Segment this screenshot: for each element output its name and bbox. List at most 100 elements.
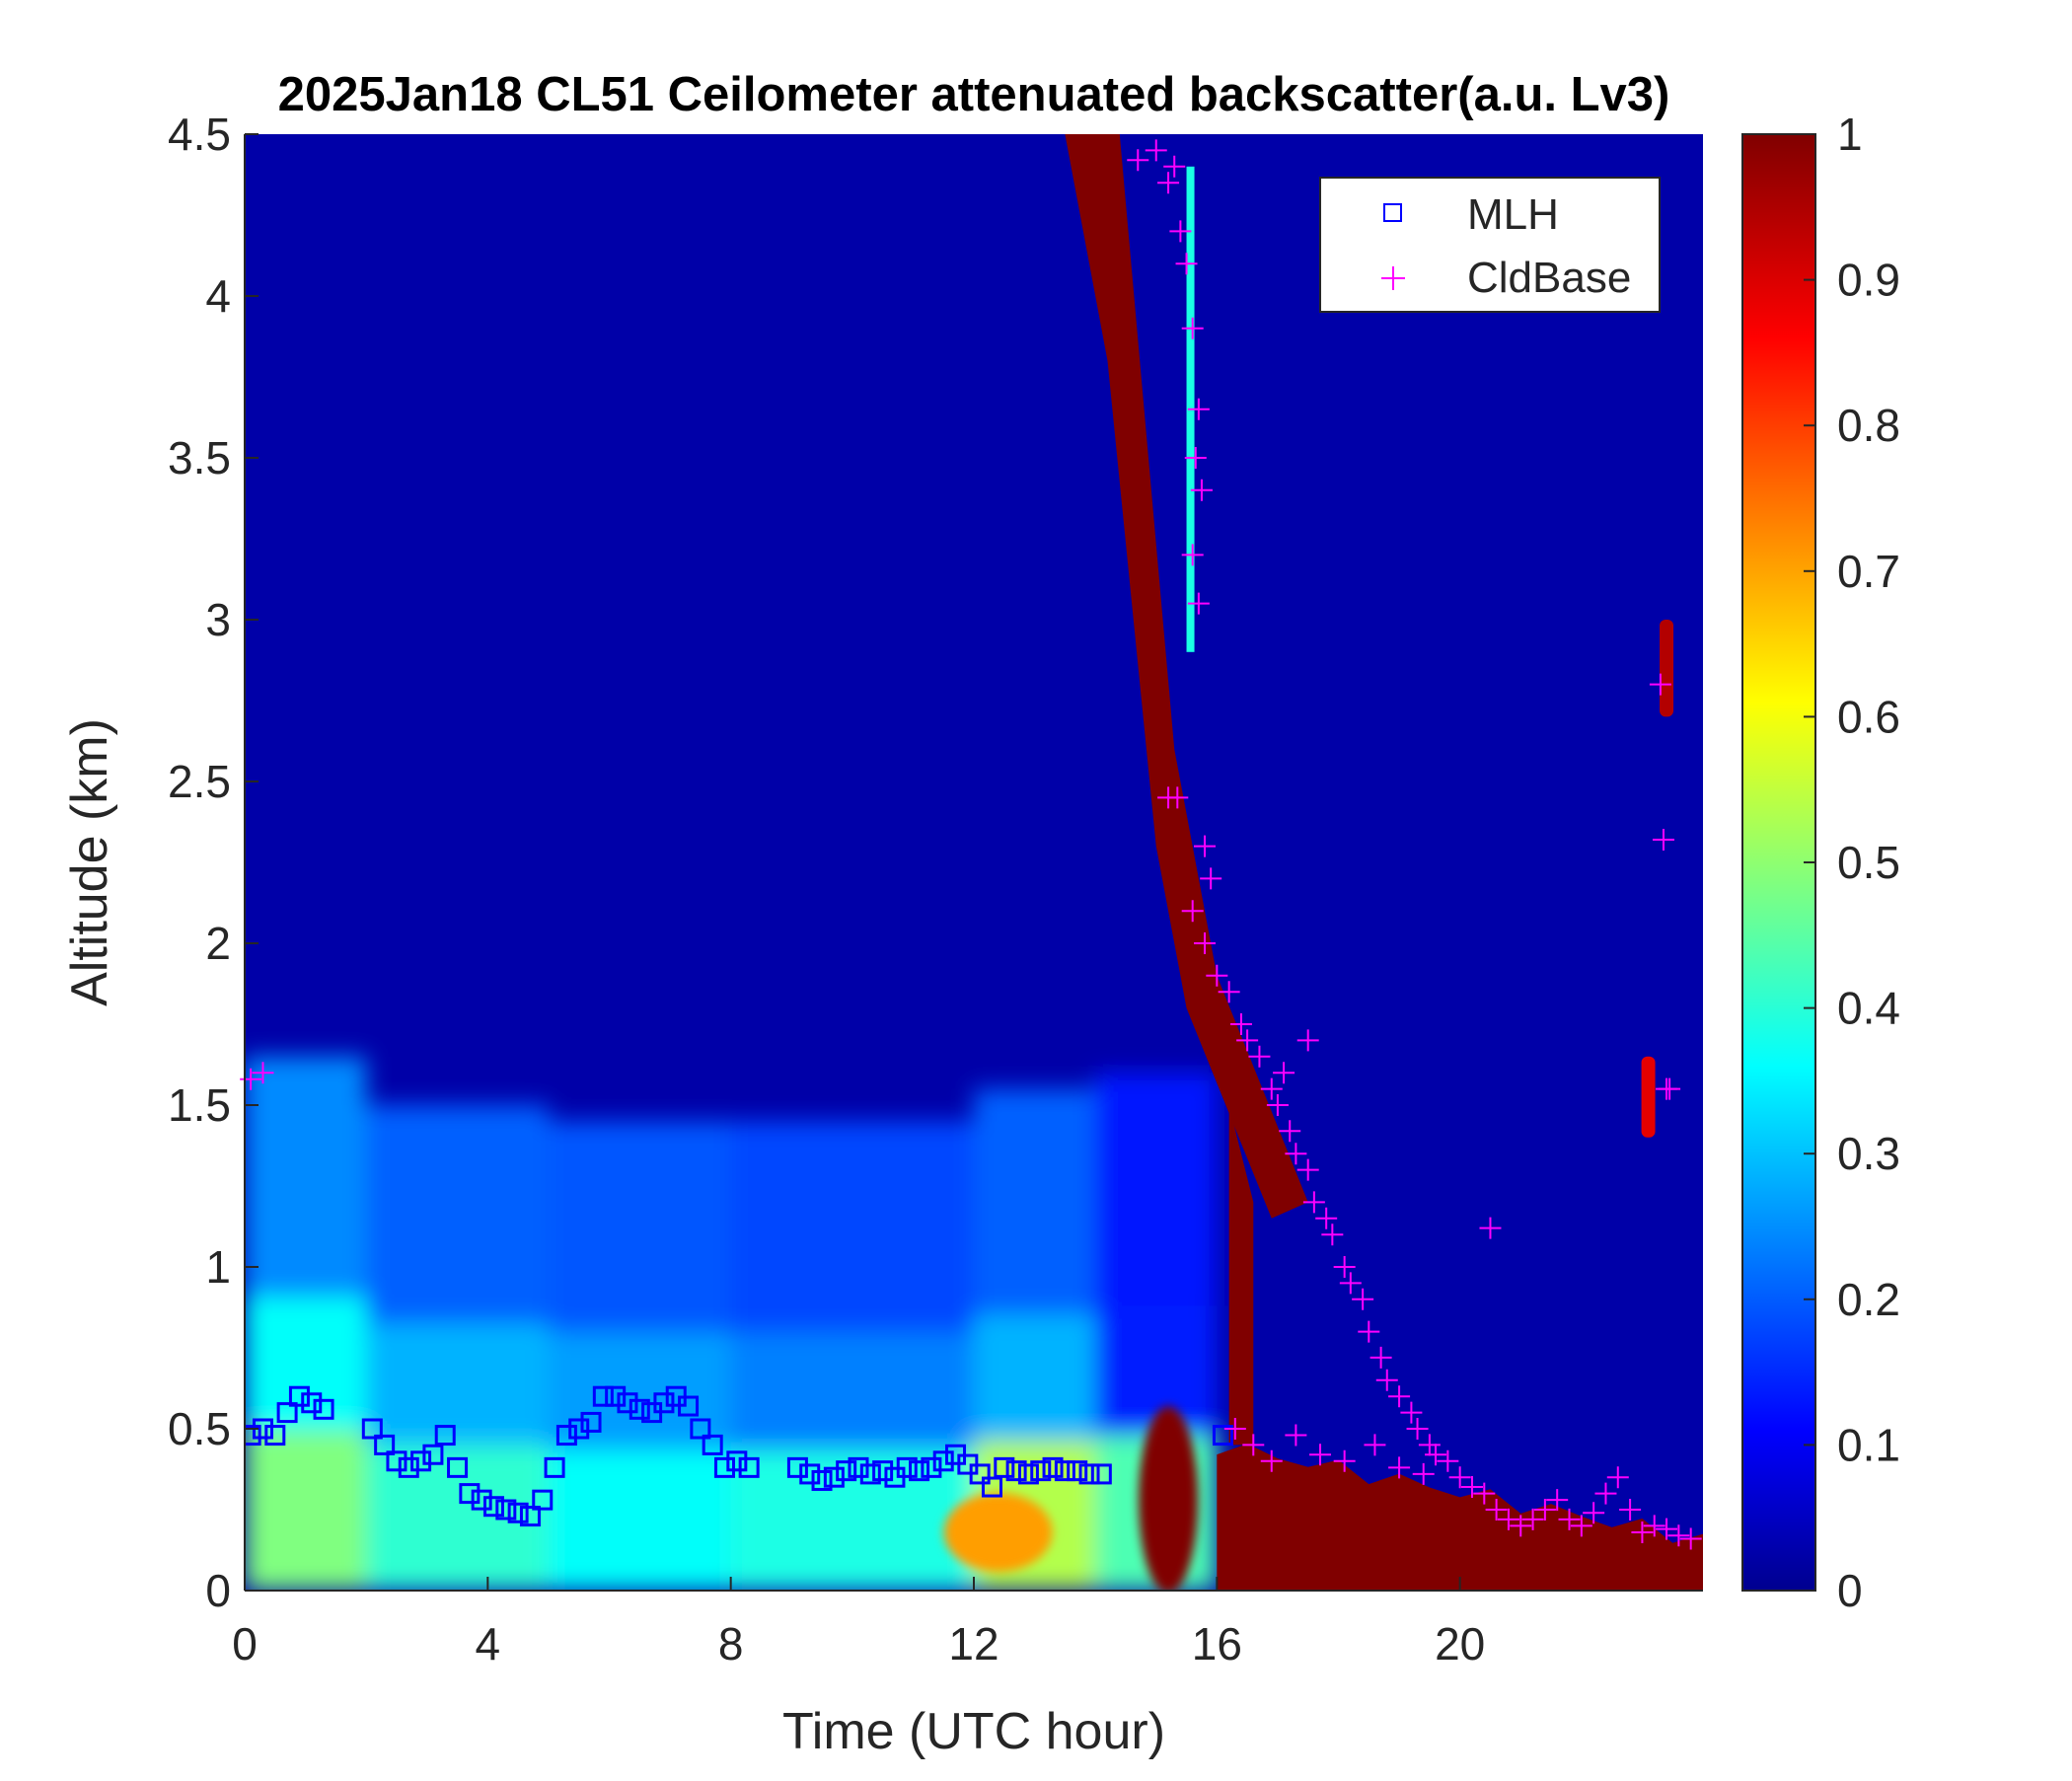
cldbase-point-66 [1652,829,1674,852]
mlh-point-46 [872,1460,894,1482]
cloud-features [943,134,1703,1591]
cldbase-point-23 [1236,1029,1259,1052]
mlh-point-25 [580,1411,602,1433]
mlh-point-22 [544,1456,565,1478]
boundary-layer-upper-2 [548,1121,731,1333]
mlh-point-21 [532,1489,554,1511]
y-tick-label-9: 4.5 [168,109,231,160]
mlh-point-48 [896,1456,918,1478]
mlh-point-45 [859,1463,881,1485]
y-tick-label-4: 2 [205,918,231,969]
cldbase-point-49 [1497,1508,1519,1530]
mlh-series [245,1385,1233,1527]
mlh-point-17 [482,1496,504,1518]
x-tick-label-4: 16 [1192,1618,1242,1670]
cldbase-point-36 [1358,1320,1380,1343]
boundary-layer-upper-5 [1095,1073,1218,1306]
mlh-point-37 [726,1450,748,1472]
boundary-layer-upper-4 [974,1088,1096,1315]
legend-mlh-label: MLH [1467,190,1559,239]
mlh-point-50 [921,1456,942,1478]
boundary-layer-low-0 [245,1430,367,1591]
y-tick-label-8: 4 [205,270,231,322]
cldbase-point-24 [1248,1045,1271,1068]
mlh-point-59 [1030,1460,1052,1482]
mlh-point-61 [1054,1460,1075,1482]
mlh-point-41 [811,1469,833,1491]
y-axis-ticks: 0 0.5 1 1.5 2 2.5 3 3.5 4 4.5 [168,109,259,1616]
backscatter-heatmap [245,134,1703,1591]
y-tick-label-7: 3.5 [168,432,231,483]
cldbase-point-18 [1181,900,1204,923]
surface-maximum-15h-blob [1139,1406,1199,1591]
x-tick-label-5: 20 [1435,1618,1485,1670]
mlh-point-18 [495,1499,517,1521]
colorbar: 0 0.1 0.2 0.3 0.4 0.5 0.6 0.7 0.8 0.9 1 [1741,109,1900,1616]
cldbase-point-65 [1649,673,1671,696]
mlh-point-60 [1042,1456,1064,1478]
cldbase-point-4 [1157,172,1180,194]
mlh-point-24 [568,1418,590,1440]
colorbar-tick-label-0: 0 [1837,1565,1863,1616]
boundary-layer-field [245,1056,1218,1591]
cldbase-point-74 [1333,1449,1356,1472]
cldbase-point-62 [1656,1518,1678,1540]
surface-maximum-12h-blob [943,1492,1053,1572]
cldbase-point-12 [1181,544,1204,566]
colorbar-tick-label-5: 0.5 [1837,837,1900,888]
mlh-point-8 [374,1434,396,1455]
cldbase-point-9 [1187,398,1210,420]
mlh-point-12 [422,1444,444,1465]
cldbase-point-27 [1279,1120,1301,1143]
cldbase-point-5 [1163,155,1186,178]
legend-cldbase-label: CldBase [1467,254,1631,302]
mlh-point-63 [1078,1463,1100,1485]
cldbase-point-10 [1184,447,1207,469]
y-tick-label-5: 2.5 [168,756,231,807]
cldbase-point-35 [1352,1288,1374,1310]
cldbase-point-32 [1321,1224,1344,1246]
mlh-point-31 [653,1392,675,1414]
surface-maximum-12h [943,1492,1053,1572]
colorbar-tick-label-1: 0.1 [1837,1419,1900,1470]
x-tick-label-0: 0 [232,1618,258,1670]
descending-cloud-layer [1065,134,1308,1219]
x-tick-label-2: 8 [718,1618,744,1670]
cldbase-point-34 [1339,1272,1362,1295]
mlh-point-56 [994,1456,1015,1478]
cldbase-point-69 [1223,1418,1246,1440]
cldbase-point-11 [1190,479,1213,501]
mlh-point-3 [276,1402,298,1424]
cldbase-point-25 [1260,1077,1283,1100]
cldbase-point-73 [1309,1444,1332,1466]
cldbase-point-13 [1187,592,1210,615]
legend-cldbase-marker [1381,266,1405,290]
cldbase-point-61 [1643,1515,1665,1537]
y-tick-label-6: 3 [205,594,231,645]
boundary-layer-mid-4 [974,1314,1096,1441]
y-tick-label-2: 1 [205,1241,231,1293]
cldbase-point-29 [1296,1158,1319,1181]
boundary-layer-upper-3 [730,1121,974,1333]
cldbase-point-57 [1594,1482,1617,1505]
surface-maximum-15h [1139,1406,1199,1591]
cldbase-point-50 [1510,1515,1532,1537]
cldbase-point-58 [1606,1466,1629,1489]
mlh-point-11 [410,1450,432,1472]
x-tick-label-1: 4 [476,1618,501,1670]
cldbase-point-31 [1315,1207,1338,1229]
mlh-point-14 [447,1456,469,1478]
colorbar-tick-label-4: 0.4 [1837,983,1900,1034]
colorbar-tick-label-3: 0.3 [1837,1128,1900,1179]
cldbase-point-56 [1583,1502,1605,1524]
legend: MLH CldBase [1319,177,1661,313]
legend-mlh-marker [1383,203,1402,222]
cldbase-point-17 [1200,867,1222,890]
cldbase-point-48 [1485,1499,1508,1521]
mlh-point-4 [288,1385,310,1407]
cldbase-point-72 [1285,1424,1307,1447]
colorbar-tick-label-7: 0.7 [1837,546,1900,597]
mlh-point-23 [555,1425,577,1447]
cldbase-point-47 [1473,1482,1496,1505]
